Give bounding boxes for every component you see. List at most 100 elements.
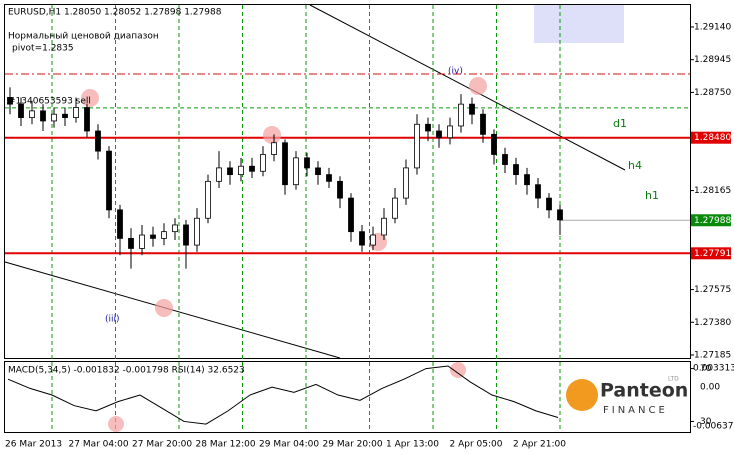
candle-body bbox=[62, 113, 68, 118]
logo: Panteon FINANCE LTD bbox=[566, 376, 688, 416]
x-tick-label: 29 Mar 20:00 bbox=[323, 440, 383, 450]
macd-label: 0.003313 bbox=[693, 364, 734, 374]
range-box bbox=[534, 5, 624, 43]
x-tick-label: 27 Mar 20:00 bbox=[132, 440, 192, 450]
candle-body bbox=[447, 125, 453, 139]
candle-body bbox=[194, 217, 200, 246]
current-box bbox=[691, 214, 731, 227]
candle-body bbox=[128, 237, 134, 249]
candle-body bbox=[469, 103, 475, 115]
y-tick-label: 1.28945 bbox=[694, 55, 731, 65]
candle-body bbox=[513, 164, 519, 176]
candle-body bbox=[348, 197, 354, 233]
candle-body bbox=[161, 231, 167, 239]
indicator-tick-label: 70 bbox=[700, 364, 712, 374]
indicator-frame bbox=[4, 361, 691, 433]
pivot: pivot=1.2835 bbox=[12, 44, 74, 54]
y-tick-label: 1.27575 bbox=[694, 285, 731, 295]
candle-body bbox=[403, 167, 409, 199]
highlights bbox=[81, 77, 487, 432]
candle-body bbox=[139, 234, 145, 249]
x-tick-label: 27 Mar 04:00 bbox=[69, 440, 129, 450]
highlight bbox=[263, 126, 281, 144]
candle-body bbox=[436, 130, 442, 139]
level-tag: h1 bbox=[645, 189, 659, 202]
trendline bbox=[309, 4, 626, 171]
x-tick-label: 26 Mar 2013 bbox=[5, 440, 62, 450]
y-tick-label: 1.27380 bbox=[694, 318, 731, 328]
candle-body bbox=[480, 113, 486, 135]
wave-label: (iii) bbox=[105, 315, 120, 325]
candle-body bbox=[40, 110, 46, 122]
candle-body bbox=[183, 224, 189, 246]
logo-mark bbox=[566, 379, 598, 411]
logo-sub: FINANCE bbox=[603, 405, 668, 416]
x-tick-label: 2 Apr 21:00 bbox=[513, 440, 566, 450]
candle-body bbox=[84, 107, 90, 132]
level-box bbox=[691, 131, 731, 144]
level-box bbox=[691, 247, 731, 260]
candle-body bbox=[51, 113, 57, 122]
candle-body bbox=[271, 142, 277, 155]
level-label: 1.28480 bbox=[694, 133, 731, 143]
y-tick-label: 1.29140 bbox=[694, 22, 731, 32]
candle-body bbox=[359, 231, 365, 246]
candle-body bbox=[370, 234, 376, 246]
level-label: 1.27791 bbox=[694, 249, 731, 259]
chart-title: EURUSD,H1 1.28050 1.28052 1.27898 1.2798… bbox=[8, 8, 222, 18]
order: #1340653593 sell bbox=[8, 97, 91, 107]
logo-tag: LTD bbox=[668, 376, 679, 383]
candle-body bbox=[260, 154, 266, 172]
candle-body bbox=[7, 97, 13, 105]
candle-body bbox=[29, 110, 35, 118]
highlight bbox=[450, 362, 466, 378]
level-tag: h4 bbox=[628, 159, 642, 172]
highlight bbox=[108, 416, 124, 432]
candle-body bbox=[227, 167, 233, 176]
y-tick-label: 1.28750 bbox=[694, 88, 731, 98]
current-label: 1.27988 bbox=[694, 216, 731, 226]
candle-body bbox=[249, 165, 255, 172]
logo-name: Panteon bbox=[600, 380, 688, 402]
candle-body bbox=[491, 133, 497, 155]
y-tick-label: 1.28165 bbox=[694, 186, 731, 196]
candle-body bbox=[535, 184, 541, 199]
candle-body bbox=[282, 142, 288, 186]
highlight bbox=[81, 89, 99, 107]
candle-body bbox=[546, 197, 552, 211]
candle-body bbox=[337, 180, 343, 199]
subtitle: Нормальный ценовой диапазон bbox=[8, 32, 159, 42]
candle-body bbox=[304, 157, 310, 169]
highlight bbox=[155, 299, 173, 317]
level-tag: d1 bbox=[613, 117, 627, 130]
candle-body bbox=[216, 167, 222, 182]
candle-body bbox=[106, 150, 112, 211]
candle-body bbox=[117, 209, 123, 239]
candle-body bbox=[73, 107, 79, 118]
y-tick-label: 1.27185 bbox=[694, 350, 731, 360]
x-tick-label: 1 Apr 13:00 bbox=[386, 440, 439, 450]
candle-body bbox=[381, 217, 387, 236]
candle-body bbox=[150, 234, 156, 239]
macd-label: 0.00 bbox=[700, 383, 720, 393]
x-tick-label: 2 Apr 05:00 bbox=[450, 440, 503, 450]
candle-body bbox=[557, 209, 563, 221]
macd-label: -0.006374 bbox=[693, 422, 734, 432]
candle-body bbox=[238, 165, 244, 176]
candle-body bbox=[425, 123, 431, 132]
candle-body bbox=[326, 174, 332, 182]
candle-body bbox=[414, 123, 420, 169]
indicator-tick-label: 30 bbox=[700, 417, 712, 427]
candle-body bbox=[18, 103, 24, 118]
x-tick-label: 29 Mar 04:00 bbox=[259, 440, 319, 450]
indicator-title: MACD(5,34,5) -0.001832 -0.001798 RSI(14)… bbox=[8, 366, 245, 376]
main-frame bbox=[4, 4, 691, 359]
candle-body bbox=[315, 167, 321, 176]
candle-body bbox=[95, 130, 101, 152]
candle-body bbox=[502, 154, 508, 165]
rsi-line bbox=[7, 365, 559, 425]
candle-body bbox=[293, 157, 299, 186]
candle-body bbox=[205, 180, 211, 219]
candle-body bbox=[392, 197, 398, 219]
